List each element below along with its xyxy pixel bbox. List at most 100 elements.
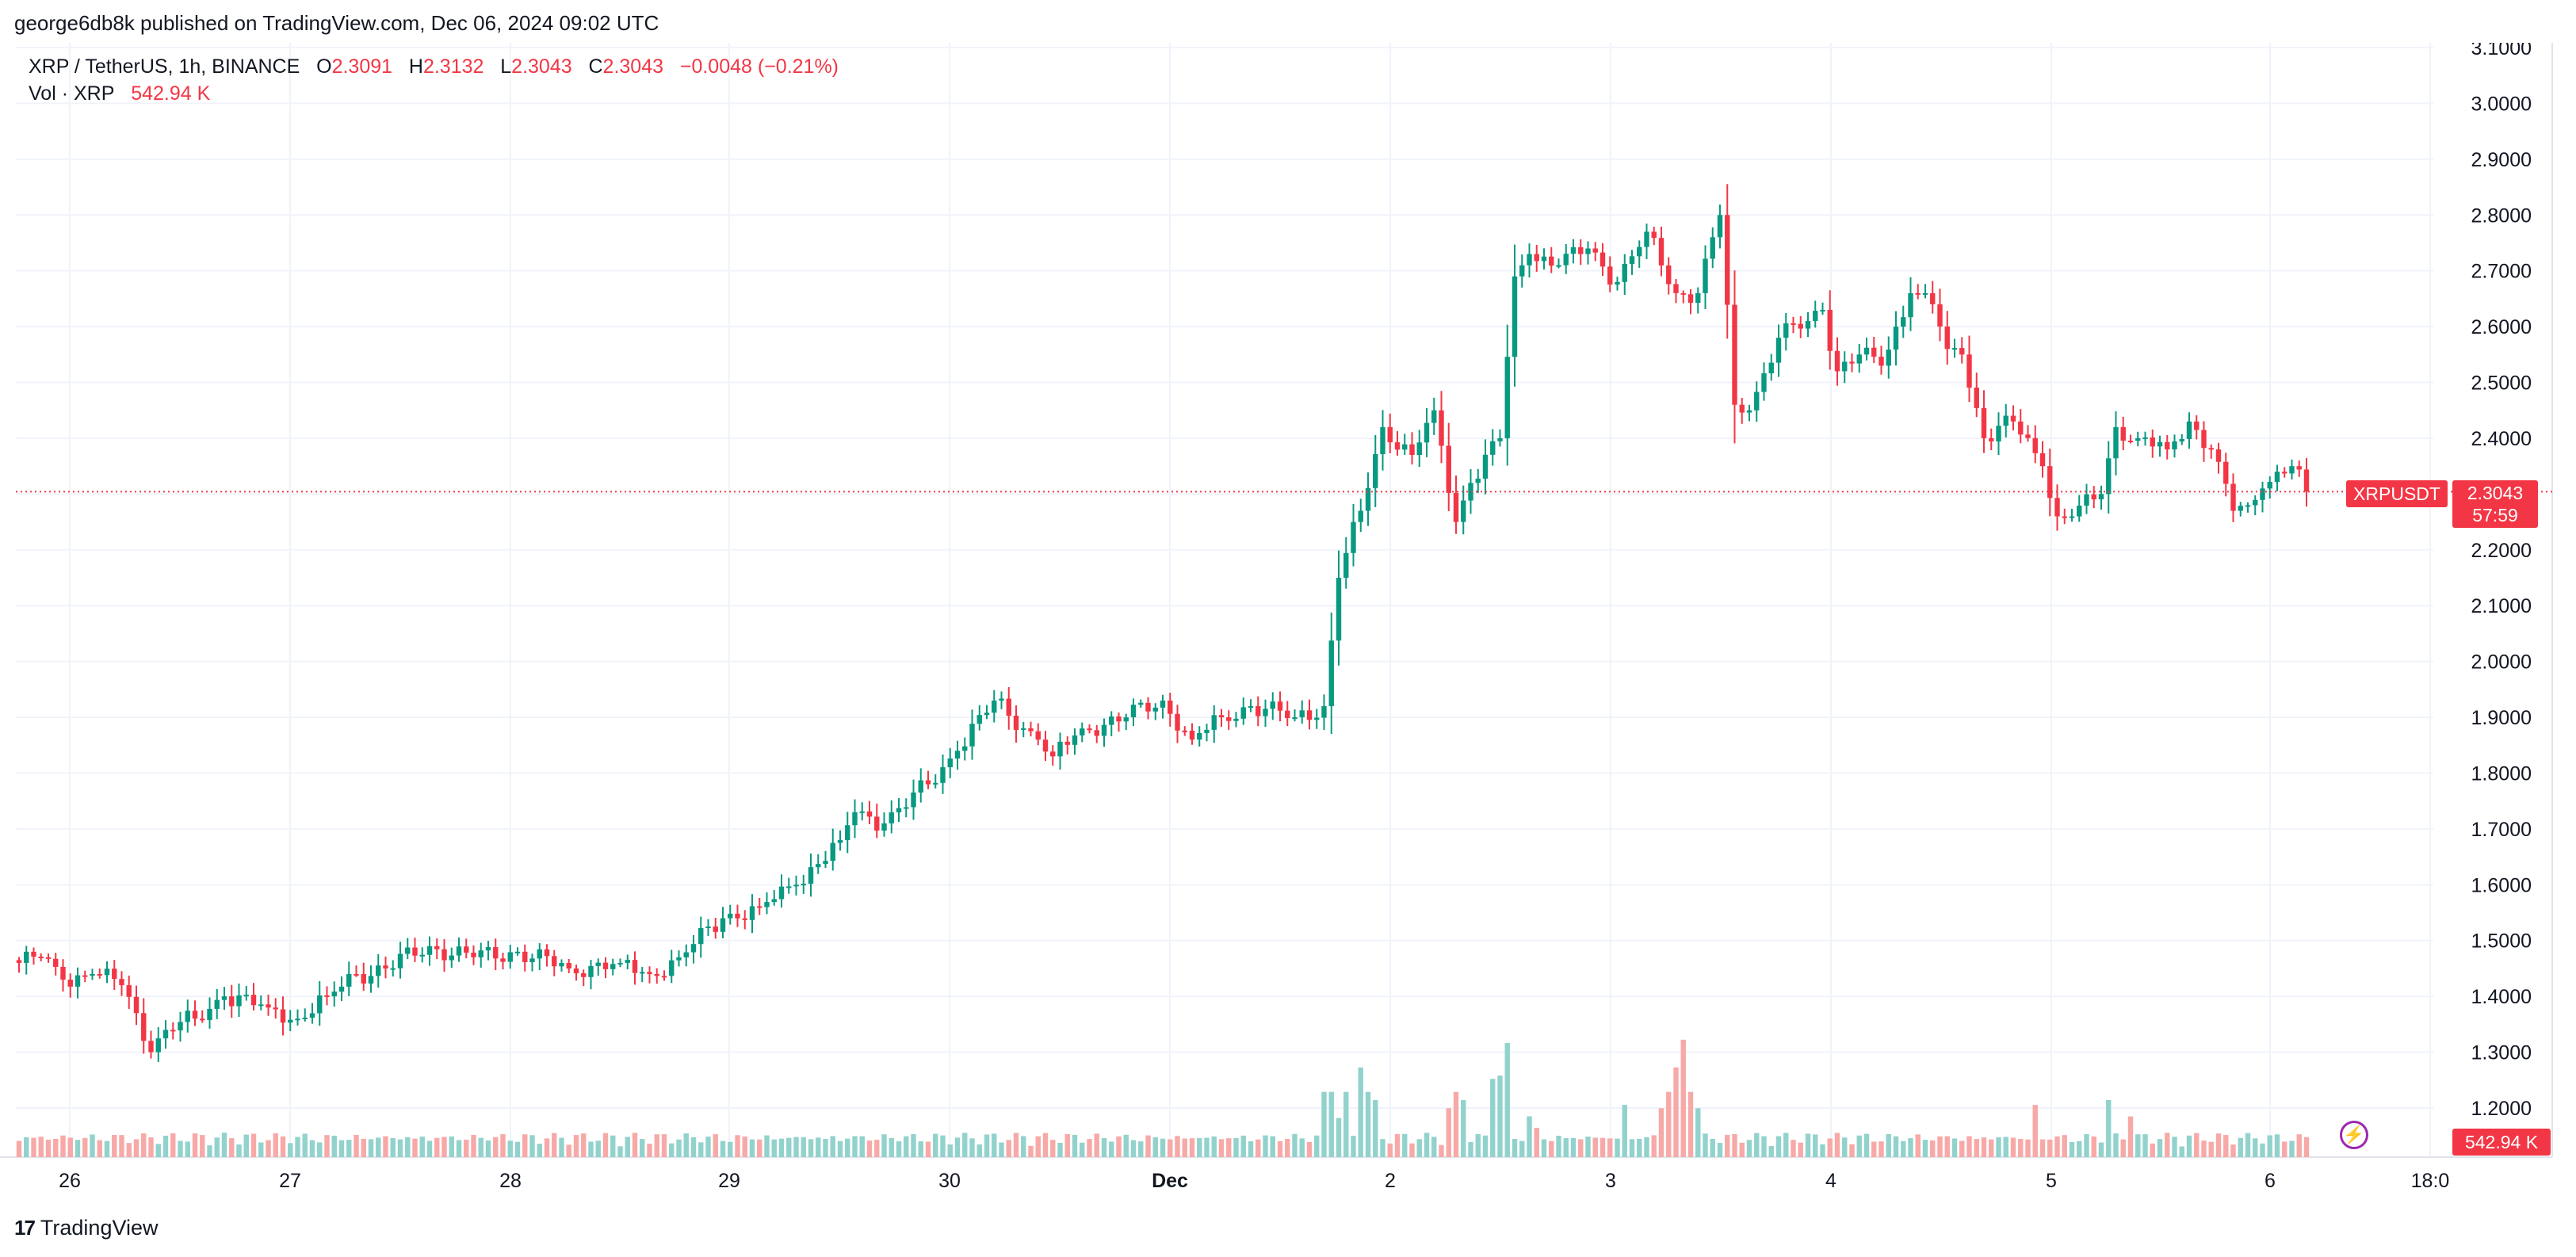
volume-bar bbox=[786, 1137, 792, 1157]
candle-body bbox=[529, 958, 535, 962]
candle-body bbox=[266, 1004, 271, 1008]
last-price-value: 2.3043 bbox=[2467, 483, 2524, 503]
volume-bar bbox=[500, 1134, 506, 1157]
volume-bar bbox=[119, 1135, 124, 1157]
published-note: george6db8k published on TradingView.com… bbox=[14, 11, 659, 35]
candle-body bbox=[1512, 276, 1518, 357]
volume-bar bbox=[185, 1141, 190, 1157]
candle-body bbox=[1138, 702, 1144, 705]
volume-bar bbox=[1570, 1137, 1577, 1157]
candle-body bbox=[977, 715, 982, 724]
candle-body bbox=[1064, 741, 1070, 745]
candle-body bbox=[2245, 505, 2251, 507]
candle-body bbox=[676, 957, 682, 961]
candle-body bbox=[830, 842, 835, 862]
candle-body bbox=[2077, 505, 2082, 517]
x-tick-label: 29 bbox=[718, 1170, 740, 1192]
volume-bar bbox=[1768, 1146, 1774, 1157]
chart-area[interactable]: 3.1000 3.0000 2.9000 2.8000 2.7000 2.6000 2.50… bbox=[0, 43, 2576, 1205]
volume-bar bbox=[1527, 1116, 1532, 1157]
candle-body bbox=[2215, 449, 2222, 462]
volume-bar bbox=[112, 1135, 117, 1157]
volume-bar bbox=[1094, 1133, 1099, 1157]
volume-bar bbox=[602, 1133, 609, 1157]
candle-body bbox=[1042, 739, 1049, 752]
volume-bar bbox=[464, 1139, 469, 1157]
candle-body bbox=[1599, 252, 1606, 267]
volume-bar bbox=[412, 1138, 418, 1157]
volume-bar bbox=[1490, 1079, 1496, 1157]
volume-bar bbox=[250, 1133, 257, 1157]
candle-body bbox=[537, 949, 542, 959]
candle-body bbox=[2113, 426, 2119, 459]
volume-bar bbox=[1160, 1138, 1166, 1157]
volume-bar bbox=[2230, 1144, 2236, 1157]
volume-bar bbox=[1644, 1137, 1649, 1157]
candle-body bbox=[1482, 454, 1489, 479]
volume-bar bbox=[162, 1135, 169, 1157]
candle-body bbox=[1746, 410, 1752, 413]
volume-bar bbox=[67, 1137, 73, 1157]
volume-bar bbox=[1394, 1133, 1401, 1157]
candle-body bbox=[1592, 248, 1598, 253]
volume-bar bbox=[1563, 1138, 1569, 1157]
volume-bar bbox=[588, 1141, 594, 1157]
candle-body bbox=[1944, 327, 1950, 350]
volume-bar bbox=[1138, 1141, 1144, 1157]
candle-body bbox=[1497, 437, 1503, 441]
candle-body bbox=[2025, 434, 2031, 438]
flash-icon[interactable]: ⚡ bbox=[2340, 1121, 2368, 1149]
volume-bar bbox=[1791, 1140, 1796, 1157]
candle-body bbox=[1285, 710, 1290, 718]
candle-body bbox=[1168, 700, 1173, 714]
candle-body bbox=[602, 962, 609, 969]
volume-bar bbox=[2208, 1141, 2214, 1157]
candle-body bbox=[889, 812, 894, 823]
candle-body bbox=[112, 969, 117, 980]
volume-bar bbox=[16, 1140, 22, 1157]
candle-body bbox=[2253, 499, 2258, 506]
candle-body bbox=[1123, 717, 1129, 722]
candle-body bbox=[1116, 716, 1122, 722]
candle-body bbox=[434, 946, 440, 949]
candle-body bbox=[2179, 438, 2184, 441]
volume-bar bbox=[1863, 1133, 1870, 1157]
volume-legend: Vol · XRP 542.94 K bbox=[29, 82, 210, 105]
candle-body bbox=[493, 946, 499, 959]
volume-bar bbox=[735, 1135, 740, 1157]
candlestick-chart[interactable]: 3.1000 3.0000 2.9000 2.8000 2.7000 2.6000 2.50… bbox=[0, 43, 2576, 1205]
candle-body bbox=[918, 780, 923, 793]
candle-body bbox=[1937, 304, 1943, 327]
candle-body bbox=[1981, 407, 1987, 438]
volume-bar bbox=[1358, 1067, 1363, 1157]
volume-bar bbox=[1446, 1108, 1451, 1157]
candle-body bbox=[1439, 410, 1444, 446]
volume-bar bbox=[1534, 1127, 1539, 1157]
candle-body bbox=[866, 811, 873, 817]
candle-body bbox=[2091, 494, 2096, 500]
candle-body bbox=[1834, 350, 1840, 372]
volume-bar bbox=[376, 1137, 381, 1157]
volume-bar bbox=[1893, 1136, 1899, 1157]
volume-bar bbox=[2282, 1141, 2287, 1157]
tradingview-logo[interactable]: 17 TradingView bbox=[14, 1216, 159, 1240]
candle-body bbox=[793, 884, 799, 887]
candle-body bbox=[1468, 483, 1473, 501]
candle-body bbox=[1915, 292, 1921, 295]
x-tick-label: 27 bbox=[279, 1170, 301, 1192]
volume-bar bbox=[441, 1137, 447, 1157]
volume-bar bbox=[1299, 1138, 1305, 1157]
volume-bar bbox=[1263, 1135, 1268, 1157]
volume-bar bbox=[889, 1137, 894, 1157]
volume-bar bbox=[933, 1133, 938, 1157]
volume-bar bbox=[1285, 1139, 1290, 1157]
volume-bar bbox=[1343, 1091, 1349, 1157]
y-tick-label: 2.9000 bbox=[2471, 149, 2532, 171]
candle-body bbox=[1798, 323, 1803, 329]
volume-bar bbox=[471, 1134, 476, 1157]
volume-bar bbox=[90, 1134, 95, 1157]
candle-body bbox=[207, 1008, 212, 1020]
volume-bar bbox=[1813, 1134, 1818, 1157]
candle-body bbox=[288, 1019, 293, 1023]
candle-body bbox=[1175, 713, 1180, 731]
